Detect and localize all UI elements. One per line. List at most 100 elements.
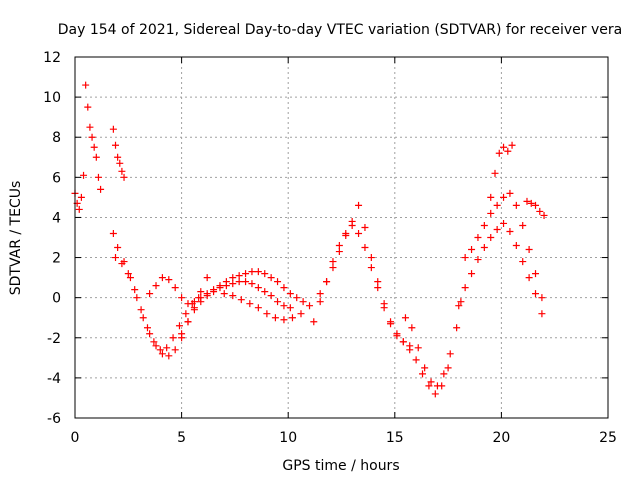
data-point <box>525 246 533 254</box>
data-point <box>165 352 173 360</box>
data-point <box>500 219 508 227</box>
data-point <box>203 292 211 300</box>
data-point <box>374 284 382 292</box>
data-point <box>182 310 190 318</box>
data-point <box>316 298 324 306</box>
data-point <box>457 298 465 306</box>
data-point <box>399 338 407 346</box>
data-point <box>527 199 535 207</box>
data-point <box>97 185 105 193</box>
data-point <box>487 209 495 217</box>
y-tick-label: 12 <box>43 50 61 66</box>
data-point <box>367 254 375 262</box>
data-point <box>487 193 495 201</box>
data-point <box>146 330 154 338</box>
data-point <box>114 244 122 252</box>
data-point <box>427 378 435 386</box>
data-point <box>506 189 514 197</box>
data-point <box>248 268 256 276</box>
data-point <box>280 316 288 324</box>
data-point <box>495 149 503 157</box>
data-point <box>500 143 508 151</box>
data-point <box>523 197 531 205</box>
data-point <box>306 302 314 310</box>
data-point <box>299 298 307 306</box>
y-tick-label: -6 <box>47 411 61 427</box>
data-point <box>112 141 120 149</box>
data-point <box>90 143 98 151</box>
data-point <box>280 284 288 292</box>
y-axis-label: SDTVAR / TECUs <box>8 181 24 296</box>
data-point <box>519 258 527 266</box>
y-tick-label: 6 <box>52 170 61 186</box>
data-point <box>323 278 331 286</box>
data-point <box>316 290 324 298</box>
data-point <box>77 193 85 201</box>
data-point <box>169 334 177 342</box>
data-point <box>267 274 275 282</box>
data-point <box>242 278 250 286</box>
data-point <box>335 248 343 256</box>
data-point <box>348 217 356 225</box>
data-point <box>175 322 183 330</box>
data-point <box>387 318 395 326</box>
data-point <box>178 330 186 338</box>
data-point <box>274 298 282 306</box>
data-point <box>248 280 256 288</box>
data-point <box>220 290 228 298</box>
data-point <box>536 207 544 215</box>
data-point <box>532 201 540 209</box>
data-point <box>112 254 120 262</box>
data-point <box>84 103 92 111</box>
data-point <box>156 346 164 354</box>
data-point <box>229 292 237 300</box>
data-point <box>414 344 422 352</box>
data-point <box>329 258 337 266</box>
data-point <box>254 304 262 312</box>
data-point <box>474 234 482 241</box>
data-point <box>133 294 141 302</box>
data-point <box>158 350 166 358</box>
data-point <box>165 276 173 284</box>
data-point <box>342 231 350 239</box>
y-tick-label: 4 <box>52 210 61 226</box>
x-axis-label: GPS time / hours <box>282 458 399 474</box>
data-point <box>229 274 237 282</box>
data-point <box>493 201 501 209</box>
data-point <box>355 201 363 209</box>
data-point <box>474 256 482 264</box>
data-point <box>80 171 88 179</box>
data-point <box>86 123 94 131</box>
data-point <box>393 330 401 338</box>
data-point <box>242 270 250 278</box>
data-point <box>75 205 83 213</box>
data-point <box>271 314 279 322</box>
series-arc2 <box>82 81 105 193</box>
data-point <box>267 292 275 300</box>
data-point <box>487 234 495 241</box>
data-point <box>261 288 269 296</box>
data-point <box>297 310 305 318</box>
data-point <box>120 173 128 181</box>
data-point <box>461 284 469 292</box>
data-point <box>94 173 102 181</box>
data-point <box>222 282 230 290</box>
data-point <box>425 382 433 390</box>
data-point <box>361 244 369 252</box>
data-point <box>261 270 269 278</box>
data-point <box>171 284 179 292</box>
grid-lines <box>75 57 608 418</box>
data-point <box>380 300 388 308</box>
data-point <box>197 298 205 306</box>
data-point <box>88 133 96 141</box>
data-point <box>506 227 514 235</box>
data-point <box>152 342 160 350</box>
data-point <box>203 274 211 282</box>
data-point <box>184 300 192 308</box>
data-point <box>455 302 463 310</box>
data-point <box>280 302 288 310</box>
data-point <box>137 306 145 314</box>
data-point <box>109 229 117 237</box>
data-point <box>286 304 294 312</box>
